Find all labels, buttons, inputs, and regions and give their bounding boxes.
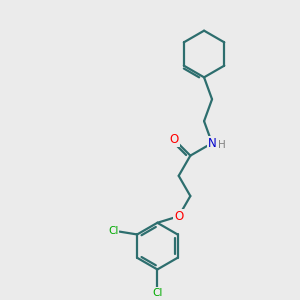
Text: H: H — [218, 140, 225, 150]
Text: Cl: Cl — [108, 226, 119, 236]
Text: O: O — [170, 133, 179, 146]
Text: N: N — [208, 136, 216, 150]
Text: O: O — [174, 210, 183, 223]
Text: Cl: Cl — [152, 288, 163, 298]
